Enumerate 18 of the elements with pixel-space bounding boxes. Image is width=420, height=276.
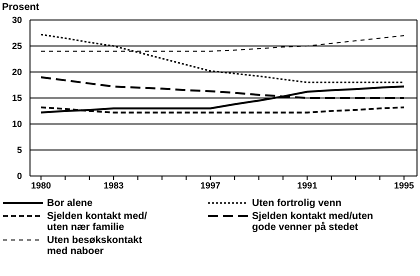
y-tick-label: 0 [16,171,22,182]
legend-label: Sjelden kontakt med/uten gode venner på stedet [252,211,374,233]
y-tick-label: 15 [12,93,22,104]
y-tick-label: 30 [12,15,22,26]
y-tick-label: 5 [16,145,22,156]
y-tick-label: 25 [12,41,22,52]
y-tick-label: 10 [12,119,22,130]
legend-label: Bor alene [47,198,94,209]
x-tick-label: 1991 [297,180,318,190]
legend-label: Uten fortrolig venn [252,198,342,209]
legend-label: Uten besøkskontakt med naboer [47,235,144,257]
x-tick-label: 1980 [30,180,52,190]
x-tick-label: 1983 [104,180,124,190]
y-axis-title: Prosent [2,2,40,13]
legend-label: Sjelden kontakt med/ uten nær familie [47,211,148,233]
x-tick-label: 1997 [200,180,220,190]
y-tick-label: 20 [12,67,22,78]
x-tick-label: 1995 [394,180,414,190]
